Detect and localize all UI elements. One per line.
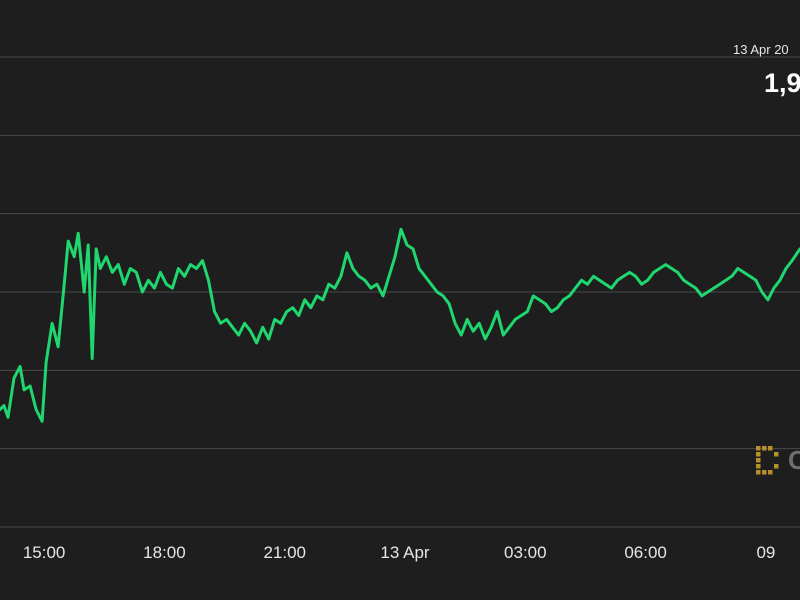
tooltip-price: 1,9 [764, 68, 800, 98]
logo-square-8 [768, 470, 773, 475]
x-tick-label-5: 06:00 [624, 543, 667, 562]
coindesk-logo-icon [756, 446, 779, 475]
gridlines [0, 56, 800, 528]
logo-square-3 [756, 452, 761, 457]
logo-square-4 [756, 458, 761, 463]
x-tick-label-4: 03:00 [504, 543, 547, 562]
x-tick-label-2: 21:00 [263, 543, 306, 562]
x-tick-label-6: 09 [756, 543, 775, 562]
logo-square-0 [756, 446, 761, 451]
x-axis-ticks: 15:00 18:00 21:00 13 Apr 03:00 06:00 09 [23, 543, 776, 562]
logo-square-10 [774, 464, 779, 469]
x-tick-label-1: 18:00 [143, 543, 186, 562]
x-tick-label-3: 13 Apr [380, 543, 429, 562]
tooltip-date: 13 Apr 20 [733, 42, 789, 57]
logo-square-2 [768, 446, 773, 451]
x-tick-label-0: 15:00 [23, 543, 66, 562]
series-layer [0, 227, 800, 423]
logo-square-1 [762, 446, 767, 451]
logo-square-6 [756, 470, 761, 475]
logo-square-7 [762, 470, 767, 475]
watermark-text: C [788, 444, 800, 475]
series-line-0 [0, 227, 800, 423]
logo-square-9 [774, 452, 779, 457]
logo-square-5 [756, 464, 761, 469]
watermark-logo: C [754, 444, 800, 476]
